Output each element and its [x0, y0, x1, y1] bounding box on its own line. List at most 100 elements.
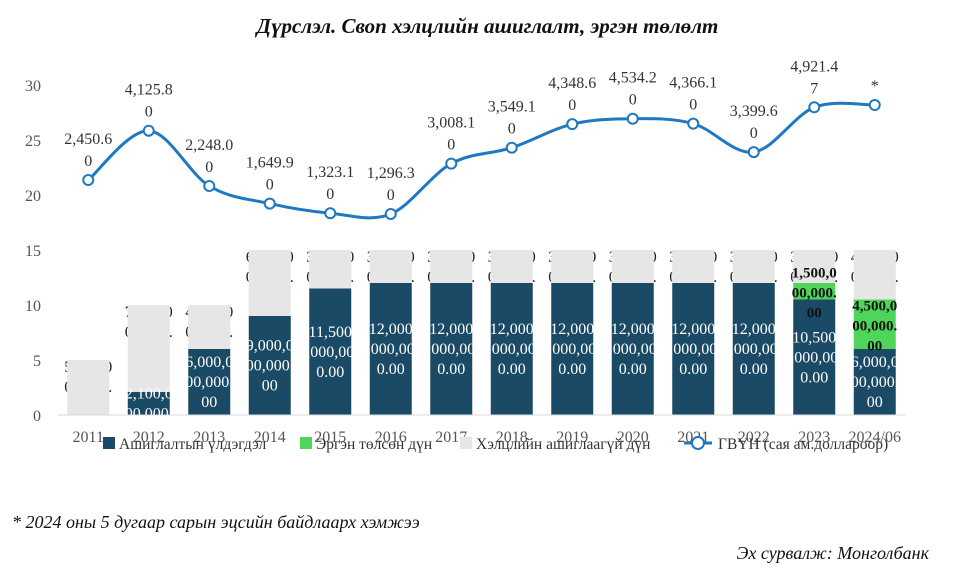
source-note: Эх сурвалж: Монголбанк: [736, 543, 929, 563]
x-tick-label: 2016: [375, 429, 407, 446]
bar-unused: [430, 250, 473, 283]
x-tick-label: 2018: [496, 429, 528, 446]
gdp-point: [747, 146, 760, 159]
gdp-point: [324, 207, 337, 220]
bar-repaid: [793, 283, 836, 300]
bar-unused: [611, 250, 654, 283]
gdp-data-label: 4,348.6 0: [548, 75, 596, 114]
bar-label-used: 12,000,000,00 0.00: [427, 321, 475, 378]
bar-used: [188, 349, 231, 415]
gdp-point: [566, 118, 579, 131]
bar-used: [793, 299, 836, 415]
gdp-data-label: 1,323.1 0: [306, 164, 354, 203]
bar-repaid: [853, 299, 896, 349]
gdp-point: [808, 101, 821, 114]
bar-label-used: 2,100,0 00,000.: [125, 385, 173, 422]
gdp-point: [142, 124, 155, 137]
legend: Ашиглалтын үлдэгдэл Эргэн төлсөн дүн Хэлцл…: [103, 436, 888, 453]
bar-label-repaid: 4,500,0 00,000. 00: [852, 298, 897, 354]
bar-unused: [551, 250, 594, 283]
bar-unused: [490, 250, 533, 283]
gdp-point: [687, 117, 700, 130]
x-tick-label: 2024/06: [849, 429, 901, 446]
bar-used: [127, 391, 170, 415]
gdp-data-label: 1,649.9 0: [246, 155, 294, 194]
bar-used: [490, 283, 533, 415]
bar-unused: [127, 305, 170, 392]
bar-used: [551, 283, 594, 415]
gdp-point: [263, 197, 276, 210]
x-tick-label: 2011: [73, 429, 104, 446]
legend-label: Хэлцлийн ашиглаагүй дүн: [476, 436, 650, 453]
bar-used: [732, 283, 775, 415]
x-tick-label: 2012: [133, 429, 165, 446]
x-tick-label: 2015: [314, 429, 346, 446]
y-tick-label: 30: [25, 78, 41, 95]
line-labels: 2,450.6 0 4,125.8 0 2,248.0 0 1,649.9 0 1,323.1 0…: [64, 58, 879, 204]
gdp-point: [445, 157, 458, 170]
bar-label-repaid: 1,500,0 00,000. 00: [792, 265, 837, 321]
x-axis: 2011 2012 2013 2014 2015 2016 2017 2018 2019 2020…: [58, 414, 905, 446]
y-tick-label: 10: [25, 298, 41, 315]
y-tick-label: 5: [33, 353, 41, 370]
y-tick-label: 25: [25, 133, 41, 150]
x-tick-label: 2013: [193, 429, 225, 446]
bar-unused: [309, 250, 352, 289]
gdp-data-label: 4,921.4 7: [790, 58, 838, 97]
legend-swatch: [691, 436, 705, 450]
gdp-point: [384, 208, 397, 220]
bar-used: [309, 288, 352, 415]
gdp-point: [203, 179, 216, 192]
line-layer: [82, 99, 881, 220]
gdp-point: [626, 112, 639, 125]
gdp-data-label: 2,248.0 0: [185, 137, 233, 176]
y-axis: 0 5 10 15 20 25 30: [25, 78, 41, 425]
bar-used: [248, 316, 291, 415]
bar-label-used: 12,000,000,00 0.00: [488, 321, 536, 378]
y-tick-label: 15: [25, 243, 41, 260]
bar-label-used: 12,000,000,00 0.00: [730, 321, 778, 378]
bar-unused: [793, 250, 836, 283]
bar-unused: [853, 250, 896, 300]
bar-unused: [67, 360, 110, 415]
chart-title: Дүрслэл. Своп хэлцлийн ашиглалт, эргэн т…: [256, 14, 719, 38]
bar-unused: [369, 250, 412, 283]
legend-label: Эргэн төлсөн дүн: [316, 436, 432, 453]
gdp-data-label: 4,125.8 0: [125, 82, 173, 121]
y-tick-label: 20: [25, 188, 41, 205]
legend-label: Ашиглалтын үлдэгдэл: [119, 436, 266, 453]
x-tick-label: 2020: [617, 429, 649, 446]
bar-used: [853, 349, 896, 415]
bar-label-used: 12,000,000,00 0.00: [609, 321, 657, 378]
gdp-data-label: 4,366.1 0: [669, 75, 717, 114]
bar-unused: [248, 250, 291, 316]
bar-unused: [188, 305, 231, 349]
inner-labels-layer: 2,100,0 00,000. 6,000,0 00,000. 00 9,000,0 00,…: [125, 265, 899, 422]
legend-swatch: [103, 437, 115, 449]
gdp-data-label: 2,450.6 0: [64, 131, 112, 170]
bar-label-used: 6,000,0 00,000. 00: [185, 354, 233, 411]
bar-unused: [672, 250, 715, 283]
footnote: * 2024 оны 5 дугаар сарын эцсийн байдлаа…: [12, 512, 420, 532]
bar-unused: [732, 250, 775, 283]
bar-used: [611, 283, 654, 415]
gdp-data-label: *: [871, 78, 879, 95]
bar-used: [430, 283, 473, 415]
gdp-point: [82, 174, 95, 187]
x-tick-label: 2017: [435, 429, 467, 446]
bar-used: [672, 283, 715, 415]
x-tick-label: 2023: [798, 429, 830, 446]
bars: [67, 250, 896, 415]
gdp-data-label: 1,296.3 0: [367, 165, 415, 204]
bar-label-used: 10,500,000,00 0.00: [790, 329, 838, 386]
x-tick-label: 2022: [738, 429, 770, 446]
legend-swatch: [460, 437, 472, 449]
x-tick-label: 2019: [556, 429, 588, 446]
gdp-data-label: 3,399.6 0: [730, 103, 778, 142]
y-tick-label: 0: [33, 408, 41, 425]
gdp-data-label: 3,549.1 0: [488, 99, 536, 138]
bar-label-used: 12,000,000,00 0.00: [548, 321, 596, 378]
gdp-data-label: 3,008.1 0: [427, 115, 475, 154]
x-tick-label: 2014: [254, 429, 286, 446]
bar-label-used: 12,000,000,00 0.00: [669, 321, 717, 378]
